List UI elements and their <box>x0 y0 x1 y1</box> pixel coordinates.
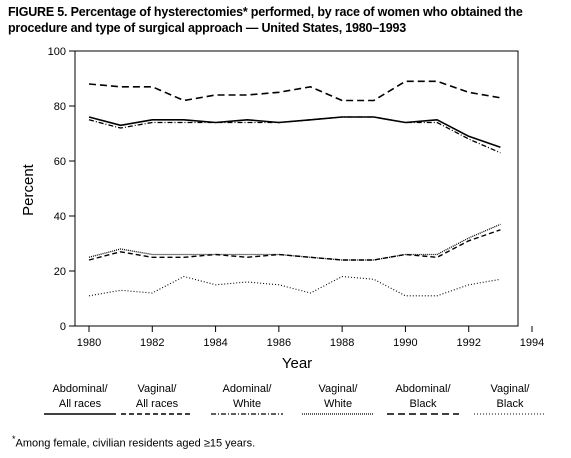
y-axis-ticks: 0 20 40 60 80 100 <box>48 46 75 333</box>
legend-label-line1: Vaginal/ <box>491 383 531 395</box>
series-lines <box>88 80 501 297</box>
legend-label-line2: Black <box>497 398 524 410</box>
series-line-4 <box>88 223 501 261</box>
legend-label-line2: White <box>324 398 352 410</box>
legend-label-line1: Abdominal/ <box>395 383 451 395</box>
y-axis-label: Percent <box>20 163 37 216</box>
legend-label-line2: All races <box>59 398 102 410</box>
y-tick-label: 40 <box>54 211 66 223</box>
footnote: *Among female, civilian residents aged ≥… <box>12 434 255 450</box>
footnote-text: Among female, civilian residents aged ≥1… <box>15 437 256 450</box>
x-tick-label: 1990 <box>393 337 417 349</box>
legend: Abdominal/All races Vaginal/All races Adom… <box>44 383 546 415</box>
legend-label-line2: All races <box>136 398 179 410</box>
x-tick-label: 1992 <box>456 337 480 349</box>
chart-title: FIGURE 5. Percentage of hysterectomies* … <box>8 5 523 35</box>
series-line-6 <box>88 275 501 297</box>
legend-label-line1: Vaginal/ <box>319 383 359 395</box>
legend-label-line2: Black <box>410 398 437 410</box>
x-tick-label: 1980 <box>77 337 101 349</box>
y-tick-label: 20 <box>54 266 66 278</box>
y-tick-label: 0 <box>60 321 66 333</box>
legend-label-line1: Vaginal/ <box>138 383 178 395</box>
y-tick-label: 80 <box>54 101 66 113</box>
series-line-5 <box>88 80 501 102</box>
legend-label-line2: White <box>233 398 261 410</box>
x-tick-label: 1982 <box>140 337 164 349</box>
x-axis-ticks: 1980 1982 1984 1986 1988 1990 1992 1994 <box>77 326 544 349</box>
series-line-3 <box>88 116 501 154</box>
x-tick-label: 1988 <box>330 337 354 349</box>
series-line-2 <box>88 229 501 261</box>
y-tick-label: 60 <box>54 156 66 168</box>
footnote-marker: * <box>12 434 16 444</box>
y-tick-label: 100 <box>48 46 66 58</box>
x-tick-label: 1986 <box>267 337 291 349</box>
plot-frame <box>74 50 519 327</box>
legend-label-line1: Abdominal/ <box>52 383 108 395</box>
x-tick-label: 1984 <box>203 337 227 349</box>
legend-label-line1: Adominal/ <box>223 383 273 395</box>
x-axis-label: Year <box>282 355 312 372</box>
x-tick-label: 1994 <box>520 337 544 349</box>
